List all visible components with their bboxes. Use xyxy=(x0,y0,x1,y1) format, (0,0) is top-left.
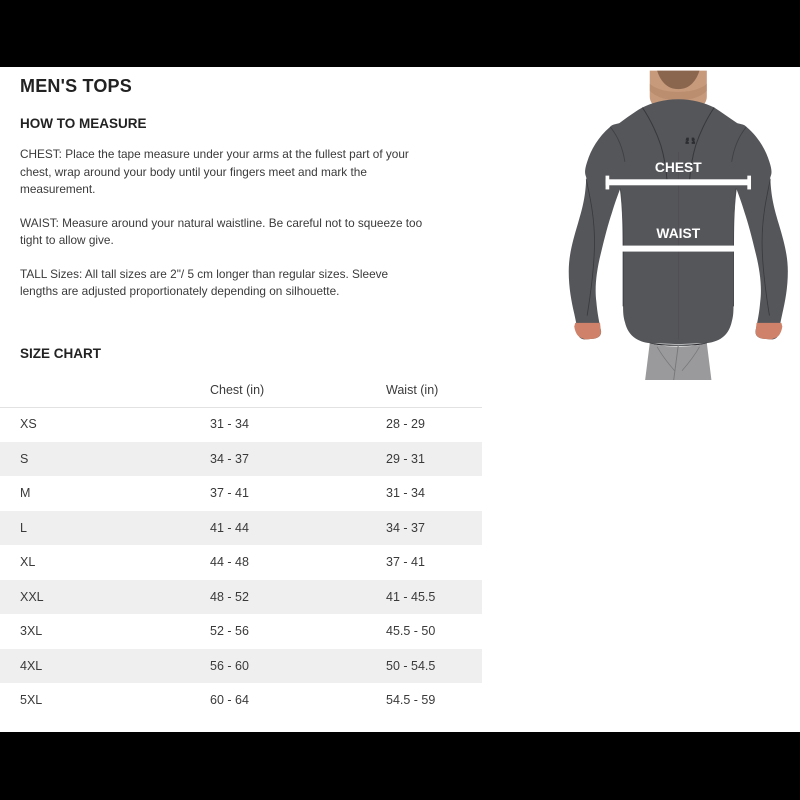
svg-text:WAIST: WAIST xyxy=(656,226,700,241)
svg-text:CHEST: CHEST xyxy=(655,160,702,175)
